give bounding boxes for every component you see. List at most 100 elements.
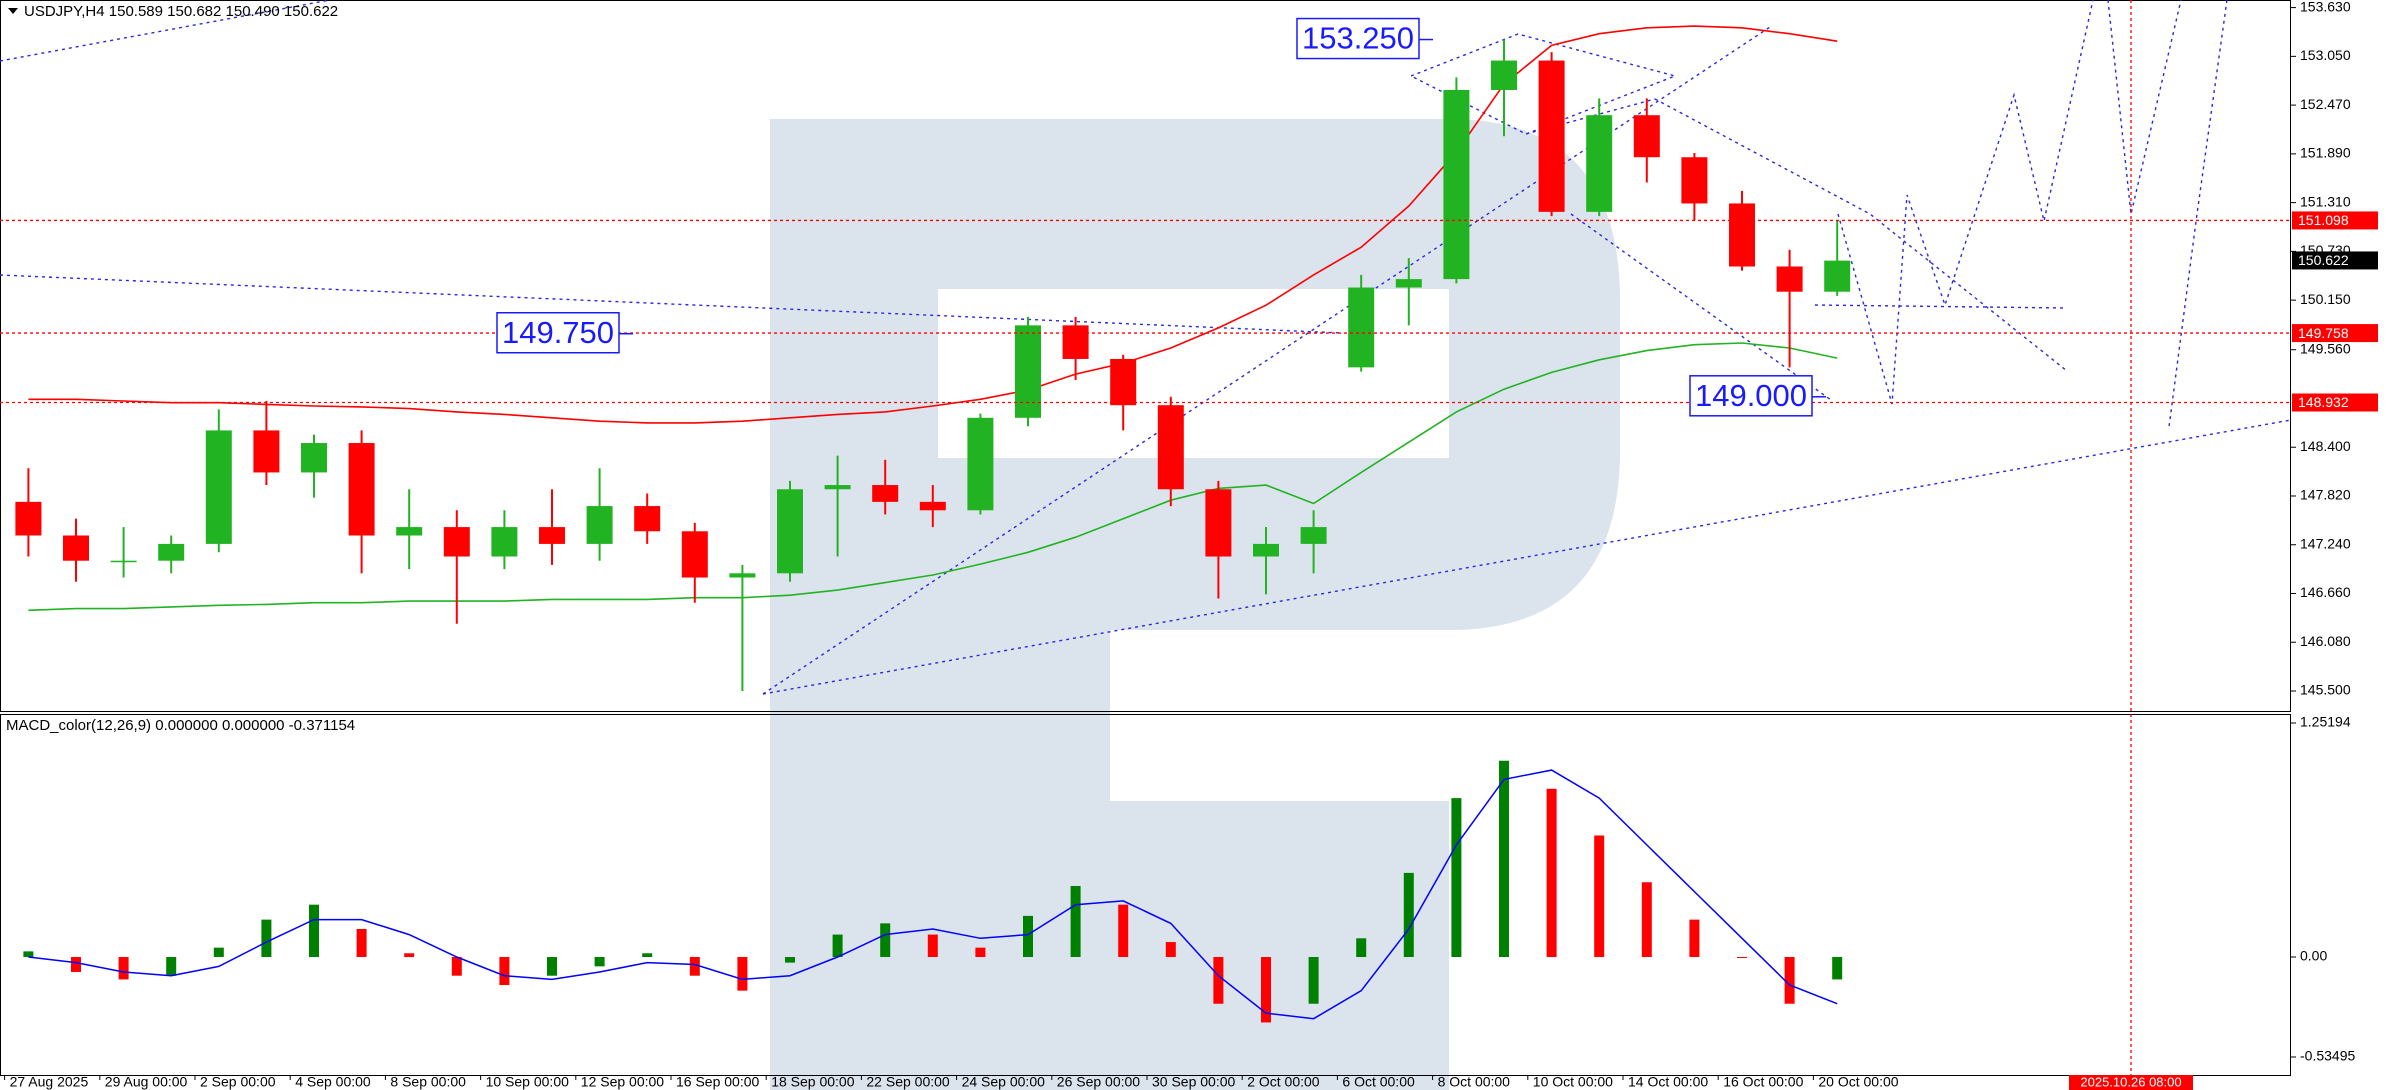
macd-bar	[404, 953, 415, 958]
macd-bar	[832, 934, 843, 958]
candle-body	[919, 501, 946, 511]
price-label: 149.758	[2298, 325, 2349, 341]
y-tick-label: 147.240	[2300, 535, 2351, 551]
macd-bar	[499, 957, 510, 986]
x-tick-label: 30 Sep 00:00	[1152, 1074, 1236, 1090]
macd-bar	[1641, 882, 1652, 958]
candle-body	[872, 485, 899, 502]
y-tick-label: 146.660	[2300, 584, 2351, 600]
price-label: 151.098	[2298, 212, 2349, 228]
candle-body	[824, 485, 851, 490]
candle-body	[15, 501, 42, 536]
macd-bar	[1213, 957, 1224, 1004]
macd-bar	[689, 957, 700, 976]
main-panel-frame	[0, 0, 2291, 712]
candle-body	[348, 443, 375, 536]
x-tick-label: 2 Sep 00:00	[200, 1074, 276, 1090]
watermark	[770, 119, 1620, 1090]
candle-body	[634, 506, 661, 532]
candle-body	[1443, 89, 1470, 280]
candle-body	[1110, 358, 1137, 406]
chart-title: USDJPY,H4 150.589 150.682 150.490 150.62…	[24, 3, 338, 20]
x-tick-label: 16 Oct 00:00	[1723, 1074, 1803, 1090]
y-tick-label: 153.050	[2300, 47, 2351, 63]
candle-body	[681, 531, 708, 578]
x-tick-label: 12 Sep 00:00	[581, 1074, 665, 1090]
annotation-label: 149.000	[1695, 378, 1807, 413]
x-tick-label: 18 Sep 00:00	[771, 1074, 855, 1090]
macd-bar	[1689, 919, 1700, 958]
candle-body	[967, 417, 994, 511]
x-tick-label: 4 Sep 00:00	[295, 1074, 371, 1090]
candle-body	[253, 430, 280, 473]
y-tick-label: 147.820	[2300, 487, 2351, 503]
y-tick-label: -0.53495	[2300, 1048, 2355, 1064]
x-tick-label: 10 Oct 00:00	[1533, 1074, 1613, 1090]
y-tick-label: 150.150	[2300, 291, 2351, 307]
candle-body	[1729, 203, 1755, 267]
x-tick-label: 24 Sep 00:00	[962, 1074, 1046, 1090]
candle-body	[1395, 279, 1422, 288]
macd-bar	[1737, 957, 1747, 959]
macd-bar	[261, 919, 272, 958]
macd-bar	[1403, 872, 1414, 958]
x-tick-label: 10 Sep 00:00	[486, 1074, 570, 1090]
annotation-box	[496, 311, 620, 354]
macd-panel-frame	[0, 714, 2291, 1076]
candle-body	[1300, 527, 1327, 544]
candle-body	[1348, 287, 1375, 368]
macd-bar	[737, 957, 748, 991]
macd-title: MACD_color(12,26,9) 0.000000 0.000000 -0…	[6, 717, 355, 734]
macd-bar	[642, 953, 653, 958]
candle-body	[1586, 115, 1613, 212]
x-tick-label: 2 Oct 00:00	[1247, 1074, 1320, 1090]
y-tick-label: 151.310	[2300, 193, 2351, 209]
macd-bar	[1546, 788, 1557, 958]
y-tick-label: 153.630	[2300, 0, 2351, 14]
candle-body	[158, 543, 185, 561]
macd-bar	[1832, 957, 1843, 980]
x-tick-label: 26 Sep 00:00	[1057, 1074, 1141, 1090]
current-price-label: 150.622	[2298, 252, 2349, 268]
macd-bar	[23, 951, 34, 958]
candle-body	[205, 430, 232, 544]
x-tick-label: 29 Aug 00:00	[105, 1074, 188, 1090]
moving-average	[28, 342, 1838, 612]
time-marker-label: 2025.10.26 08:00	[2080, 1074, 2181, 1089]
plot-area	[15, 25, 1851, 691]
candle-body	[1157, 405, 1184, 490]
y-tick-label: 1.25194	[2300, 714, 2351, 730]
macd-bar	[356, 928, 367, 958]
macd-bar	[1594, 835, 1605, 958]
candle-body	[1776, 266, 1803, 292]
x-tick-label: 8 Oct 00:00	[1438, 1074, 1511, 1090]
moving-average	[28, 25, 1838, 424]
macd-bar	[309, 904, 319, 958]
macd-bar	[1165, 942, 1176, 958]
macd-bar	[975, 947, 986, 958]
candle-body	[396, 527, 423, 536]
x-tick-label: 27 Aug 2025	[10, 1074, 89, 1090]
price-label: 148.932	[2298, 394, 2349, 410]
macd-bar	[1784, 957, 1795, 1004]
x-tick-label: 22 Sep 00:00	[866, 1074, 950, 1090]
macd-bar	[547, 957, 557, 976]
macd-bar	[71, 957, 81, 972]
candle-body	[1538, 60, 1565, 212]
candle-body	[1253, 543, 1279, 557]
candle-body	[301, 443, 327, 473]
macd-bar	[1118, 904, 1129, 958]
candle-body	[777, 489, 803, 574]
candle-body	[1681, 157, 1708, 204]
y-tick-label: 146.080	[2300, 633, 2351, 649]
menu-triangle	[8, 8, 18, 14]
macd-bar	[880, 923, 891, 958]
price-label-box	[2292, 324, 2378, 343]
candle-body	[443, 527, 470, 557]
x-tick-label: 6 Oct 00:00	[1342, 1074, 1415, 1090]
macd-bar	[1499, 760, 1509, 958]
y-tick-label: 0.00	[2300, 948, 2327, 964]
candle-body	[1633, 115, 1660, 158]
x-tick-label: 20 Oct 00:00	[1818, 1074, 1898, 1090]
